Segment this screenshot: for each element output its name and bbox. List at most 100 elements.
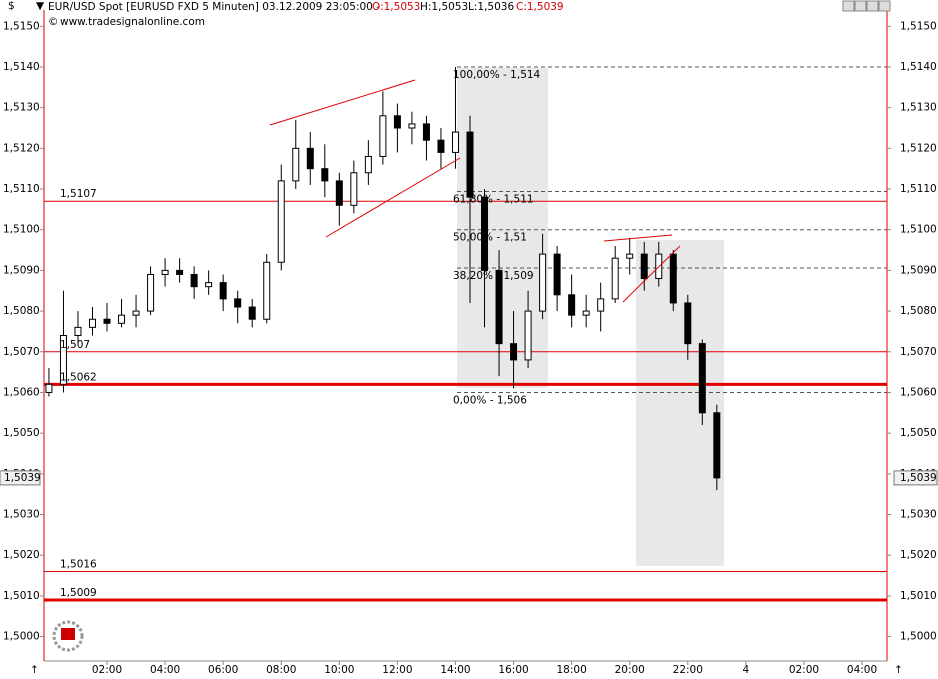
- open-value: O:1,5053: [372, 1, 420, 13]
- x-tick-label: 18:00: [557, 664, 587, 676]
- x-tick-label: 02:00: [92, 664, 122, 676]
- x-tick-label: 14:00: [440, 664, 470, 676]
- candle-body: [451, 131, 459, 153]
- high-value: H:1,5053: [420, 1, 468, 13]
- candle-body: [568, 294, 576, 316]
- y-tick-label: 1,5000: [900, 631, 937, 643]
- x-tick-label: 04:00: [150, 664, 180, 676]
- y-tick-label: 1,5010: [900, 590, 937, 602]
- fib-label: 0,00% - 1,506: [453, 394, 527, 406]
- candle-body: [306, 147, 314, 170]
- candle-body: [626, 253, 634, 259]
- y-tick-label: 1,5140: [900, 61, 937, 73]
- y-tick-label: 1,5060: [3, 386, 40, 398]
- y-tick-label: 1,5110: [900, 183, 937, 195]
- candle-body: [335, 180, 343, 206]
- candle-body: [277, 180, 285, 263]
- grid: [44, 66, 887, 602]
- candle-body: [481, 196, 489, 271]
- candle-body: [161, 269, 169, 275]
- button[interactable]: [878, 0, 891, 12]
- candle-body: [582, 310, 590, 316]
- y-tick-label: 1,5020: [900, 549, 937, 561]
- candle-body: [147, 273, 155, 312]
- level-label: 1,5062: [60, 371, 97, 383]
- y-tick-label: 1,5130: [3, 102, 40, 114]
- candle-body: [597, 298, 605, 312]
- candle-body: [393, 115, 401, 129]
- candle-body: [88, 318, 96, 328]
- candle-body: [495, 269, 503, 345]
- candle-body: [263, 261, 271, 320]
- candle-body: [524, 310, 532, 361]
- candle-body: [219, 282, 227, 300]
- candle-body: [132, 310, 140, 316]
- x-tick-label: 16:00: [498, 664, 528, 676]
- symbol: EUR/USD Spot [EURUSD FXD 5 Minuten] 03.1…: [48, 1, 380, 13]
- trend-line: [325, 157, 461, 238]
- candle-body: [248, 306, 256, 320]
- candle-body: [437, 139, 445, 153]
- website: www.tradesignalonline.com: [60, 16, 205, 28]
- candle-body: [190, 273, 198, 288]
- level-label: 1,5016: [60, 558, 97, 570]
- last-price-label: 1,5039: [900, 472, 937, 484]
- candle-body: [74, 326, 82, 336]
- candle-body: [669, 253, 677, 304]
- level-label: 1,507: [60, 339, 90, 351]
- button[interactable]: [842, 0, 855, 12]
- y-tick-label: 1,5000: [3, 631, 40, 643]
- y-tick-label: 1,5010: [3, 590, 40, 602]
- candle-body: [408, 123, 416, 129]
- candle-body: [611, 257, 619, 300]
- trend-lines: [269, 79, 681, 303]
- trend-line: [603, 234, 673, 242]
- candle-body: [466, 131, 474, 198]
- candle-body: [510, 343, 518, 361]
- candle-body: [176, 269, 184, 275]
- y-tick-label: 1,5120: [900, 142, 937, 154]
- y-tick-label: 1,5100: [900, 224, 937, 236]
- fib-label: 100,00% - 1,514: [453, 69, 541, 81]
- y-tick-label: 1,5080: [900, 305, 937, 317]
- x-tick-label: 10:00: [324, 664, 354, 676]
- candle-body: [713, 412, 721, 479]
- trend-line: [269, 79, 416, 126]
- menu-arrow[interactable]: ▼: [36, 0, 45, 12]
- x-tick-label: 06:00: [208, 664, 238, 676]
- candle-body: [553, 253, 561, 296]
- button[interactable]: [866, 0, 879, 12]
- y-tick-label: 1,5130: [900, 102, 937, 114]
- y-tick-label: 1,5150: [3, 20, 40, 32]
- trend-line: [622, 245, 681, 303]
- currency: $: [8, 0, 15, 12]
- last-price-label: 1,5039: [4, 472, 41, 484]
- y-tick-label: 1,5030: [3, 509, 40, 521]
- x-tick-label: 20:00: [615, 664, 645, 676]
- candle-body: [103, 318, 111, 324]
- y-tick-label: 1,5030: [900, 509, 937, 521]
- axis-arrow: ↑: [30, 664, 39, 676]
- candle-body: [59, 335, 67, 385]
- y-tick-label: 1,5070: [3, 346, 40, 358]
- candle-body: [118, 314, 126, 324]
- y-tick-label: 1,5090: [900, 264, 937, 276]
- candle-body: [234, 298, 242, 308]
- level-label: 1,5009: [60, 587, 97, 599]
- y-tick-label: 1,5120: [3, 142, 40, 154]
- level-label: 1,5107: [60, 188, 97, 200]
- candle-body: [45, 383, 53, 393]
- candles: [45, 66, 721, 491]
- fib-label: 38,20% - 1,509: [453, 270, 534, 282]
- last-price-box: [0, 470, 41, 486]
- x-tick-label: 22:00: [673, 664, 703, 676]
- candle-body: [205, 282, 213, 288]
- button[interactable]: [854, 0, 867, 12]
- x-tick-label: 08:00: [266, 664, 296, 676]
- candle-body: [364, 155, 372, 174]
- x-tick-label: 04:00: [847, 664, 877, 676]
- copyright: ©: [48, 16, 59, 28]
- close-value: C:1,5039: [516, 1, 564, 13]
- y-tick-label: 1,5140: [3, 61, 40, 73]
